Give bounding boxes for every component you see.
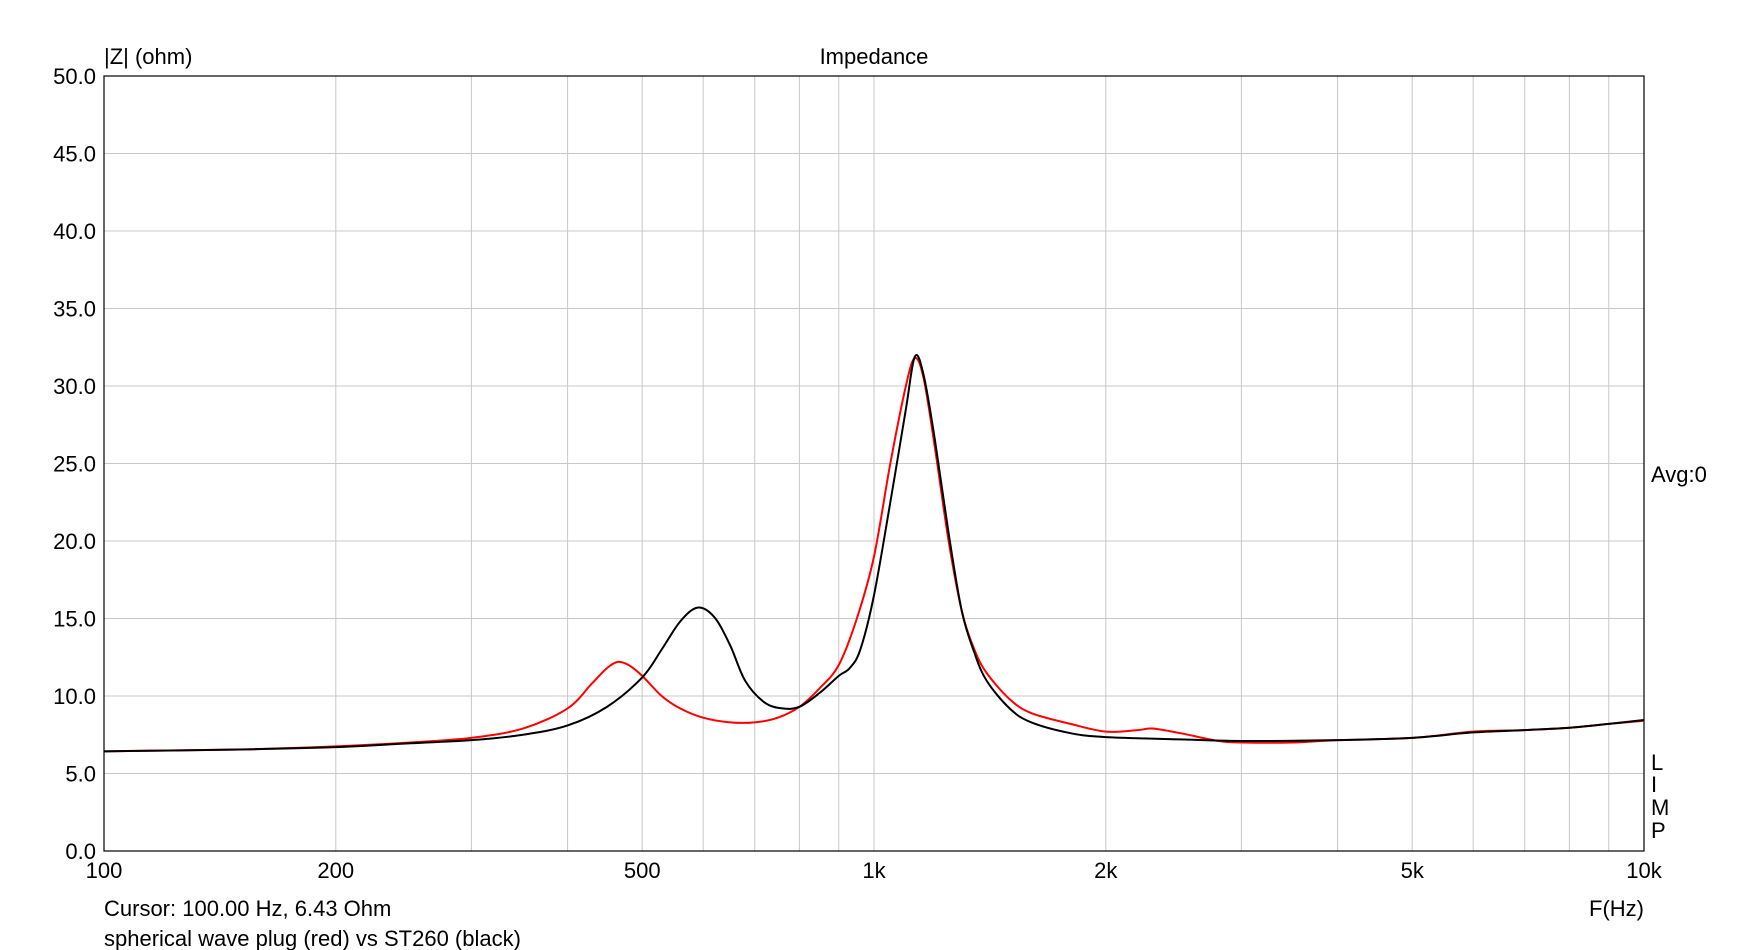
y-tick-label: 45.0 — [53, 142, 96, 167]
side-letter: I — [1651, 772, 1657, 797]
side-letter: P — [1651, 818, 1666, 843]
x-tick-label: 200 — [317, 858, 354, 883]
side-letter: L — [1651, 750, 1663, 775]
y-tick-label: 20.0 — [53, 529, 96, 554]
x-tick-label: 100 — [86, 858, 123, 883]
series-line-red — [103, 356, 1645, 753]
chart-title: Impedance — [820, 44, 929, 69]
y-tick-label: 25.0 — [53, 452, 96, 477]
side-letter: M — [1651, 795, 1669, 820]
x-tick-label: 10k — [1626, 858, 1662, 883]
y-tick-label: 10.0 — [53, 684, 96, 709]
y-tick-label: 50.0 — [53, 64, 96, 89]
y-tick-label: 0.0 — [65, 839, 96, 864]
plot-frame — [103, 75, 1645, 852]
y-tick-labels: 0.0 5.0 10.0 15.0 20.0 25.0 30.0 35.0 40.0 45.0 50… — [53, 64, 96, 864]
y-tick-label: 40.0 — [53, 219, 96, 244]
x-tick-labels: 100 200 500 1k 2k 5k 10k — [86, 858, 1663, 883]
y-axis-label: |Z| (ohm) — [104, 44, 192, 69]
chart-caption: spherical wave plug (red) vs ST260 (blac… — [104, 926, 521, 950]
limp-letters: L I M P — [1651, 750, 1669, 843]
y-tick-label: 30.0 — [53, 374, 96, 399]
series-layer — [103, 354, 1645, 753]
x-tick-label: 1k — [862, 858, 886, 883]
x-axis-label: F(Hz) — [1589, 896, 1644, 921]
x-tick-label: 500 — [624, 858, 661, 883]
series-line-black — [103, 354, 1645, 753]
grid-lines — [104, 76, 1644, 851]
y-tick-label: 5.0 — [65, 762, 96, 787]
y-tick-label: 15.0 — [53, 607, 96, 632]
x-tick-label: 5k — [1401, 858, 1425, 883]
cursor-readout: Cursor: 100.00 Hz, 6.43 Ohm — [104, 896, 391, 921]
y-tick-label: 35.0 — [53, 297, 96, 322]
x-tick-label: 2k — [1094, 858, 1118, 883]
avg-label: Avg:0 — [1651, 462, 1707, 487]
